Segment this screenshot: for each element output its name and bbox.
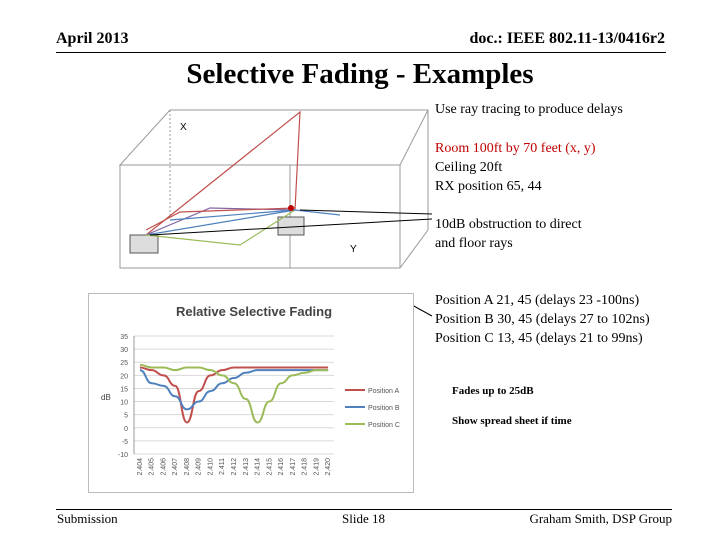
fading-chart-frame: Relative Selective Fading dB 35 30 25 20 15 1… [88, 293, 414, 493]
y-tick-label: 0 [124, 426, 128, 433]
y-tick-label: -10 [118, 452, 128, 459]
chart-title: Relative Selective Fading [176, 304, 332, 319]
chart-yticks: 35 30 25 20 15 10 5 0 -5 -10 [118, 334, 128, 459]
x-tick-label: 2.410 [207, 458, 214, 476]
note-positions: Position A 21, 45 (delays 23 -100ns) Pos… [435, 291, 650, 348]
note-pos-c: Position C 13, 45 (delays 21 to 99ns) [435, 331, 643, 346]
y-tick-label: 10 [120, 400, 128, 407]
x-tick-label: 2.419 [313, 458, 320, 476]
x-tick-label: 2.411 [219, 458, 226, 475]
footer-submission: Submission [57, 511, 118, 526]
y-tick-label: 15 [120, 386, 128, 393]
x-tick-label: 2.416 [278, 458, 285, 476]
y-tick-label: 25 [120, 360, 128, 367]
footer-rule [56, 509, 672, 510]
x-tick-label: 2.418 [302, 458, 309, 476]
diagram-label-y: Y [350, 244, 357, 255]
chart-series [139, 363, 329, 424]
x-tick-label: 2.405 [149, 458, 156, 476]
legend-label: Position C [368, 422, 400, 429]
x-tick-label: 2.415 [266, 458, 273, 476]
chart-ylabel: dB [101, 393, 111, 402]
series-line-position-b [139, 369, 329, 411]
header-date: April 2013 [56, 30, 129, 47]
note-ceiling: Ceiling 20ft [435, 160, 503, 175]
note-fades: Fades up to 25dB [452, 385, 534, 397]
y-tick-label: 5 [124, 413, 128, 420]
note-obstruction-2: and floor rays [435, 236, 513, 251]
x-tick-label: 2.406 [160, 458, 167, 476]
note-obstruction: 10dB obstruction to direct and floor ray… [435, 215, 582, 253]
x-tick-label: 2.413 [243, 458, 250, 476]
x-tick-label: 2.412 [231, 458, 238, 476]
y-tick-label: 20 [120, 373, 128, 380]
note-room: Room 100ft by 70 feet (x, y) [435, 141, 596, 156]
y-tick-label: 30 [120, 347, 128, 354]
y-tick-label: 35 [120, 334, 128, 341]
series-line-position-c [139, 363, 329, 424]
x-tick-label: 2.409 [196, 458, 203, 476]
room-diagram: X Y [118, 109, 429, 269]
y-tick-label: -5 [122, 439, 128, 446]
x-tick-label: 2.408 [184, 458, 191, 476]
note-rx-position: RX position 65, 44 [435, 179, 542, 194]
note-pos-b: Position B 30, 45 (delays 27 to 102ns) [435, 312, 650, 327]
x-tick-label: 2.420 [325, 458, 332, 476]
diagram-label-x: X [180, 122, 187, 133]
note-obstruction-1: 10dB obstruction to direct [435, 217, 582, 232]
note-pos-a: Position A 21, 45 (delays 23 -100ns) [435, 293, 640, 308]
legend-label: Position B [368, 405, 400, 412]
note-ray-tracing: Use ray tracing to produce delays [435, 102, 623, 117]
series-line-position-a [139, 366, 329, 424]
footer-slide-number: Slide 18 [342, 511, 385, 526]
chart-grid [133, 335, 334, 455]
slide-title: Selective Fading - Examples [186, 58, 534, 90]
x-tick-label: 2.404 [137, 458, 144, 476]
x-tick-label: 2.407 [172, 458, 179, 476]
chart-xticks: 2.404 2.405 2.406 2.407 2.408 2.409 2.410 2.411… [137, 458, 332, 476]
chart-legend: Position A Position B Position C [345, 388, 400, 429]
note-room-block: Room 100ft by 70 feet (x, y) Ceiling 20f… [435, 139, 596, 196]
footer-author: Graham Smith, DSP Group [529, 511, 672, 526]
x-tick-label: 2.417 [290, 458, 297, 476]
header-rule [56, 52, 666, 53]
legend-label: Position A [368, 388, 399, 395]
x-tick-label: 2.414 [255, 458, 262, 476]
header-doc-id: doc.: IEEE 802.11-13/0416r2 [469, 30, 665, 47]
note-spreadsheet: Show spread sheet if time [452, 415, 572, 427]
fading-chart: Relative Selective Fading dB 35 30 25 20 15 1… [101, 304, 400, 476]
